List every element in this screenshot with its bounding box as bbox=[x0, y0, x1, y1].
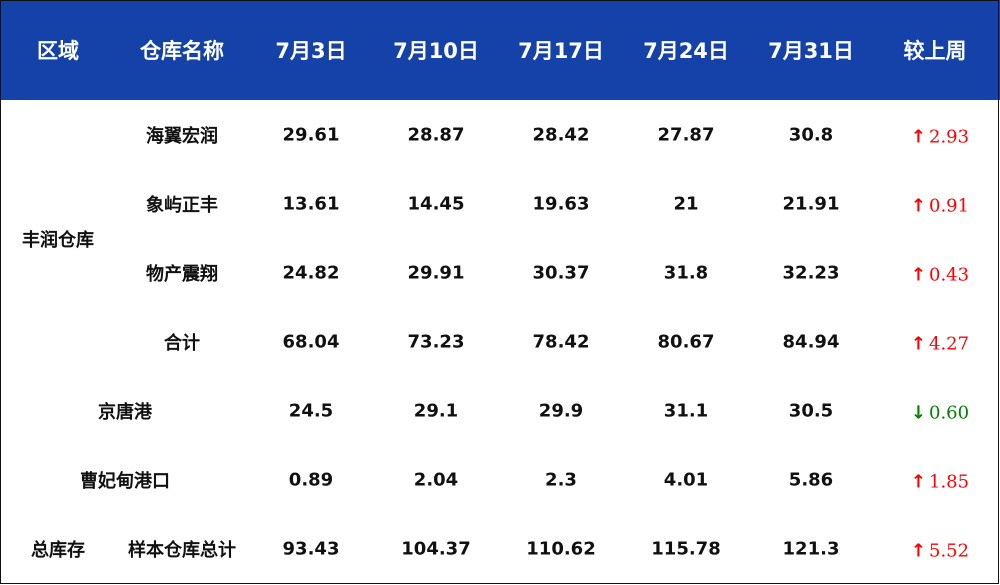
arrow-up-icon: ↑ bbox=[910, 126, 927, 148]
table-cell-value: 29.91 bbox=[407, 262, 465, 284]
change-value: 0.91 bbox=[929, 195, 970, 217]
table-cell-value: 104.37 bbox=[401, 538, 471, 560]
warehouse-name: 曹妃甸港口 bbox=[80, 471, 170, 492]
table-cell-value: 121.3 bbox=[782, 538, 840, 560]
table-cell-value: 0.89 bbox=[288, 469, 334, 491]
column-header: 7月24日 bbox=[643, 39, 729, 63]
table-cell-value: 21 bbox=[673, 193, 699, 215]
column-header: 7月31日 bbox=[768, 39, 854, 63]
arrow-up-icon: ↑ bbox=[910, 540, 927, 562]
table-cell-value: 19.63 bbox=[532, 193, 590, 215]
warehouse-name: 物产震翔 bbox=[146, 264, 218, 285]
column-header: 7月10日 bbox=[393, 39, 479, 63]
table-cell-value: 29.1 bbox=[413, 400, 459, 422]
table-cell-value: 21.91 bbox=[782, 193, 840, 215]
warehouse-name: 象屿正丰 bbox=[146, 195, 218, 216]
table-cell-value: 84.94 bbox=[782, 331, 840, 353]
table-cell-value: 110.62 bbox=[526, 538, 596, 560]
warehouse-name: 合计 bbox=[164, 333, 200, 354]
arrow-up-icon: ↑ bbox=[910, 264, 927, 286]
table-cell-value: 115.78 bbox=[651, 538, 721, 560]
warehouse-name: 样本仓库总计 bbox=[128, 540, 236, 561]
table-cell-value: 68.04 bbox=[282, 331, 340, 353]
change-value: 1.85 bbox=[929, 471, 970, 493]
region-label: 总库存 bbox=[31, 540, 85, 561]
week-change: ↑ 0.91 bbox=[911, 196, 969, 217]
week-change: ↑ 1.85 bbox=[911, 472, 969, 493]
table-cell-value: 73.23 bbox=[407, 331, 465, 353]
table-cell-value: 27.87 bbox=[657, 124, 715, 146]
table-cell-value: 31.1 bbox=[663, 400, 709, 422]
arrow-up-icon: ↑ bbox=[910, 471, 927, 493]
change-value: 0.60 bbox=[929, 402, 970, 424]
warehouse-name: 海翼宏润 bbox=[146, 126, 218, 147]
column-header: 区域 bbox=[37, 39, 79, 63]
change-value: 4.27 bbox=[929, 333, 970, 355]
week-change: ↓ 0.60 bbox=[911, 403, 969, 424]
table-cell-value: 80.67 bbox=[657, 331, 715, 353]
table-cell-value: 4.01 bbox=[663, 469, 709, 491]
table-cell-value: 78.42 bbox=[532, 331, 590, 353]
table-cell-value: 30.5 bbox=[788, 400, 834, 422]
table-cell-value: 2.04 bbox=[413, 469, 459, 491]
region-label: 丰润仓库 bbox=[22, 230, 94, 251]
table-cell-value: 28.42 bbox=[532, 124, 590, 146]
change-value: 2.93 bbox=[929, 126, 970, 148]
table-cell-value: 28.87 bbox=[407, 124, 465, 146]
arrow-up-icon: ↑ bbox=[910, 333, 927, 355]
arrow-down-icon: ↓ bbox=[910, 402, 927, 424]
table-cell-value: 13.61 bbox=[282, 193, 340, 215]
column-header: 较上周 bbox=[903, 39, 967, 63]
table-cell-value: 30.37 bbox=[532, 262, 590, 284]
table-header: 区域 仓库名称 7月3日 7月10日 7月17日 7月24日 7月31日 较上周 bbox=[0, 0, 1000, 100]
table-cell-value: 30.8 bbox=[788, 124, 834, 146]
column-header: 7月3日 bbox=[275, 39, 347, 63]
warehouse-name: 京唐港 bbox=[98, 402, 152, 423]
week-change: ↑ 4.27 bbox=[911, 334, 969, 355]
table-cell-value: 24.5 bbox=[288, 400, 334, 422]
table-cell-value: 2.3 bbox=[545, 469, 577, 491]
table-cell-value: 29.9 bbox=[538, 400, 584, 422]
week-change: ↑ 5.52 bbox=[911, 541, 969, 562]
arrow-up-icon: ↑ bbox=[910, 195, 927, 217]
column-header: 仓库名称 bbox=[140, 39, 224, 63]
table-cell-value: 29.61 bbox=[282, 124, 340, 146]
change-value: 5.52 bbox=[929, 540, 970, 562]
week-change: ↑ 2.93 bbox=[911, 127, 969, 148]
week-change: ↑ 0.43 bbox=[911, 265, 969, 286]
table-cell-value: 31.8 bbox=[663, 262, 709, 284]
table-cell-value: 32.23 bbox=[782, 262, 840, 284]
change-value: 0.43 bbox=[929, 264, 970, 286]
table-cell-value: 24.82 bbox=[282, 262, 340, 284]
table-cell-value: 93.43 bbox=[282, 538, 340, 560]
column-header: 7月17日 bbox=[518, 39, 604, 63]
table-cell-value: 5.86 bbox=[788, 469, 834, 491]
table-cell-value: 14.45 bbox=[407, 193, 465, 215]
